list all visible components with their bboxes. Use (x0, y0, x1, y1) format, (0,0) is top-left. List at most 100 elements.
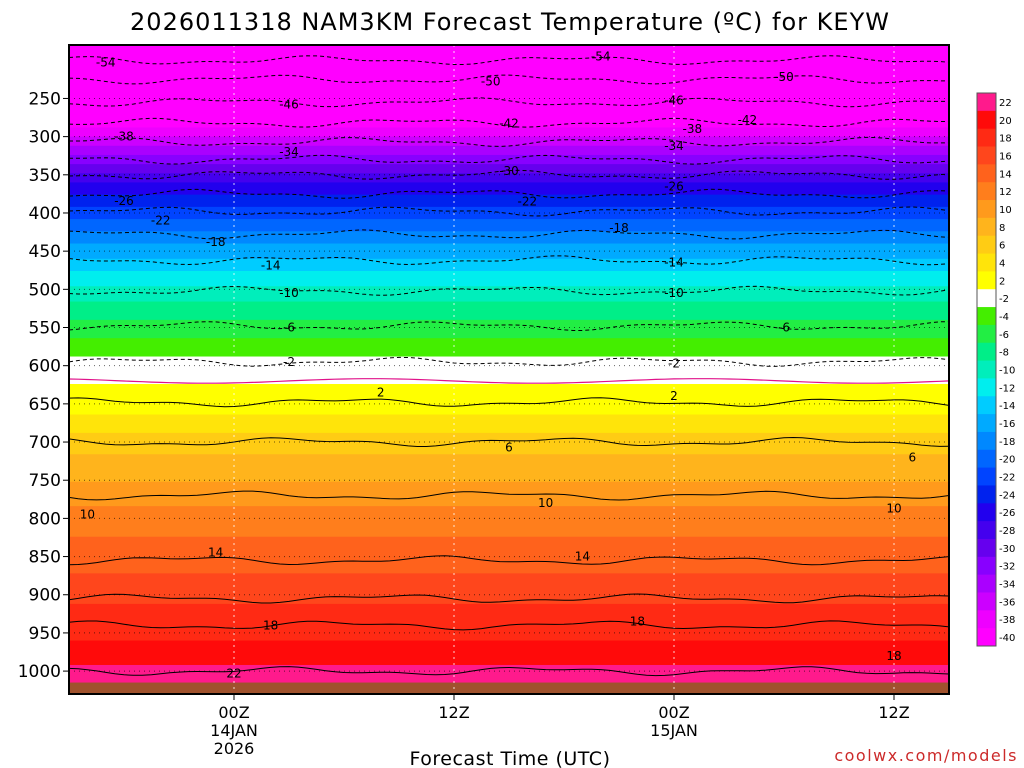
temperature-band (69, 194, 949, 199)
colorbar-swatch (977, 93, 996, 112)
x-tick-label: 2026 (214, 739, 255, 758)
y-tick-label: 300 (29, 128, 61, 148)
credit-link[interactable]: coolwx.com/models (834, 746, 1018, 765)
contour-label: -6 (283, 321, 295, 335)
contour-label: 22 (226, 666, 241, 680)
temperature-band (69, 396, 949, 400)
plot-frame (68, 44, 950, 695)
temperature-band (69, 118, 949, 122)
contour-label: -38 (114, 130, 134, 144)
isotherm-line (69, 55, 949, 65)
temperature-band (69, 466, 949, 471)
colorbar-swatch (977, 449, 996, 469)
isotherm-line (69, 206, 949, 217)
temperature-band (69, 298, 949, 303)
temperature-band (69, 206, 949, 211)
temperature-band (69, 84, 949, 89)
temperature-band (69, 588, 949, 593)
time-axis: 00Z14JAN202612Z00Z15JAN12Z00Z16JAN (210, 694, 910, 758)
temperature-band (69, 652, 949, 657)
temperature-band (69, 365, 949, 370)
colorbar-swatch (977, 271, 996, 290)
temperature-band (69, 518, 949, 523)
x-axis-label: Forecast Time (UTC) (410, 748, 611, 768)
isotherm-line (69, 255, 949, 266)
temperature-band (69, 417, 949, 422)
isotherm-line (69, 490, 949, 501)
colorbar-swatch (977, 342, 996, 362)
temperature-band (69, 542, 949, 547)
isotherm-line (69, 229, 949, 240)
contour-label: -10 (279, 286, 299, 300)
temperature-band (69, 576, 949, 581)
contour-label: -14 (664, 256, 684, 270)
colorbar-swatch (977, 467, 996, 486)
temperature-band (69, 255, 949, 260)
contour-label: -22 (1013, 214, 1024, 228)
contour-label: -50 (774, 70, 794, 84)
colorbar-label: 18 (999, 134, 1012, 145)
contour-label: 10 (538, 496, 553, 510)
colorbar-swatch (977, 289, 996, 308)
temperature-band (69, 503, 949, 507)
temperature-band (69, 347, 949, 352)
colorbar-swatch (977, 164, 996, 183)
temperature-band (69, 454, 949, 458)
colorbar-label: -28 (999, 526, 1015, 537)
temperature-band (69, 115, 949, 119)
temperature-band (69, 625, 949, 629)
colorbar-label: -38 (999, 615, 1015, 626)
colorbar-swatch (977, 360, 996, 379)
colorbar-label: -34 (999, 580, 1015, 591)
temperature-band (69, 435, 949, 440)
isotherm-line (69, 436, 949, 447)
temperature-band (69, 99, 949, 104)
colorbar-label: -18 (999, 437, 1015, 448)
temperature-band (69, 75, 949, 80)
temperature-band (69, 246, 949, 251)
x-tick-label: 12Z (878, 703, 909, 722)
colorbar-swatch (977, 146, 996, 165)
temperature-band (69, 493, 949, 498)
contour-label: -6 (778, 321, 790, 335)
colorbar-swatch (977, 592, 996, 611)
contour-label: -46 (279, 98, 299, 112)
temperature-band (69, 307, 949, 312)
x-tick-label: 14JAN (210, 721, 258, 740)
temperature-band (69, 145, 949, 150)
temperature-band (69, 384, 949, 388)
colorbar-swatch (977, 324, 996, 344)
temperature-band (69, 72, 949, 77)
isotherm-line (69, 356, 949, 367)
temperature-band (69, 142, 949, 147)
temperature-band (69, 506, 949, 510)
temperature-band (69, 371, 949, 376)
temperature-band (69, 613, 949, 617)
colorbar-frame (976, 92, 997, 647)
temperature-band (69, 319, 949, 324)
colorbar-swatch (977, 521, 996, 540)
temperature-band (69, 151, 949, 156)
colorbar-label: 4 (999, 258, 1005, 269)
colorbar-swatch (977, 485, 996, 504)
temperature-band (69, 200, 949, 205)
temperature-band (69, 197, 949, 202)
colorbar-label: 8 (999, 223, 1005, 234)
temperature-band (69, 222, 949, 226)
colorbar-swatch (977, 200, 996, 219)
temperature-band (69, 267, 949, 272)
colorbar-label: -40 (999, 633, 1015, 644)
temperature-band (69, 448, 949, 452)
colorbar-label: -12 (999, 383, 1015, 394)
contour-label: -30 (499, 164, 519, 178)
isotherm-line (69, 620, 949, 631)
temperature-band (69, 295, 949, 300)
colorbar-swatch (977, 110, 996, 130)
temperature-band (69, 585, 949, 590)
temperature-band (69, 316, 949, 321)
temperature-band (69, 634, 949, 639)
contour-label: 2 (377, 385, 385, 399)
isotherm-line (69, 555, 949, 566)
temperature-band (69, 649, 949, 654)
